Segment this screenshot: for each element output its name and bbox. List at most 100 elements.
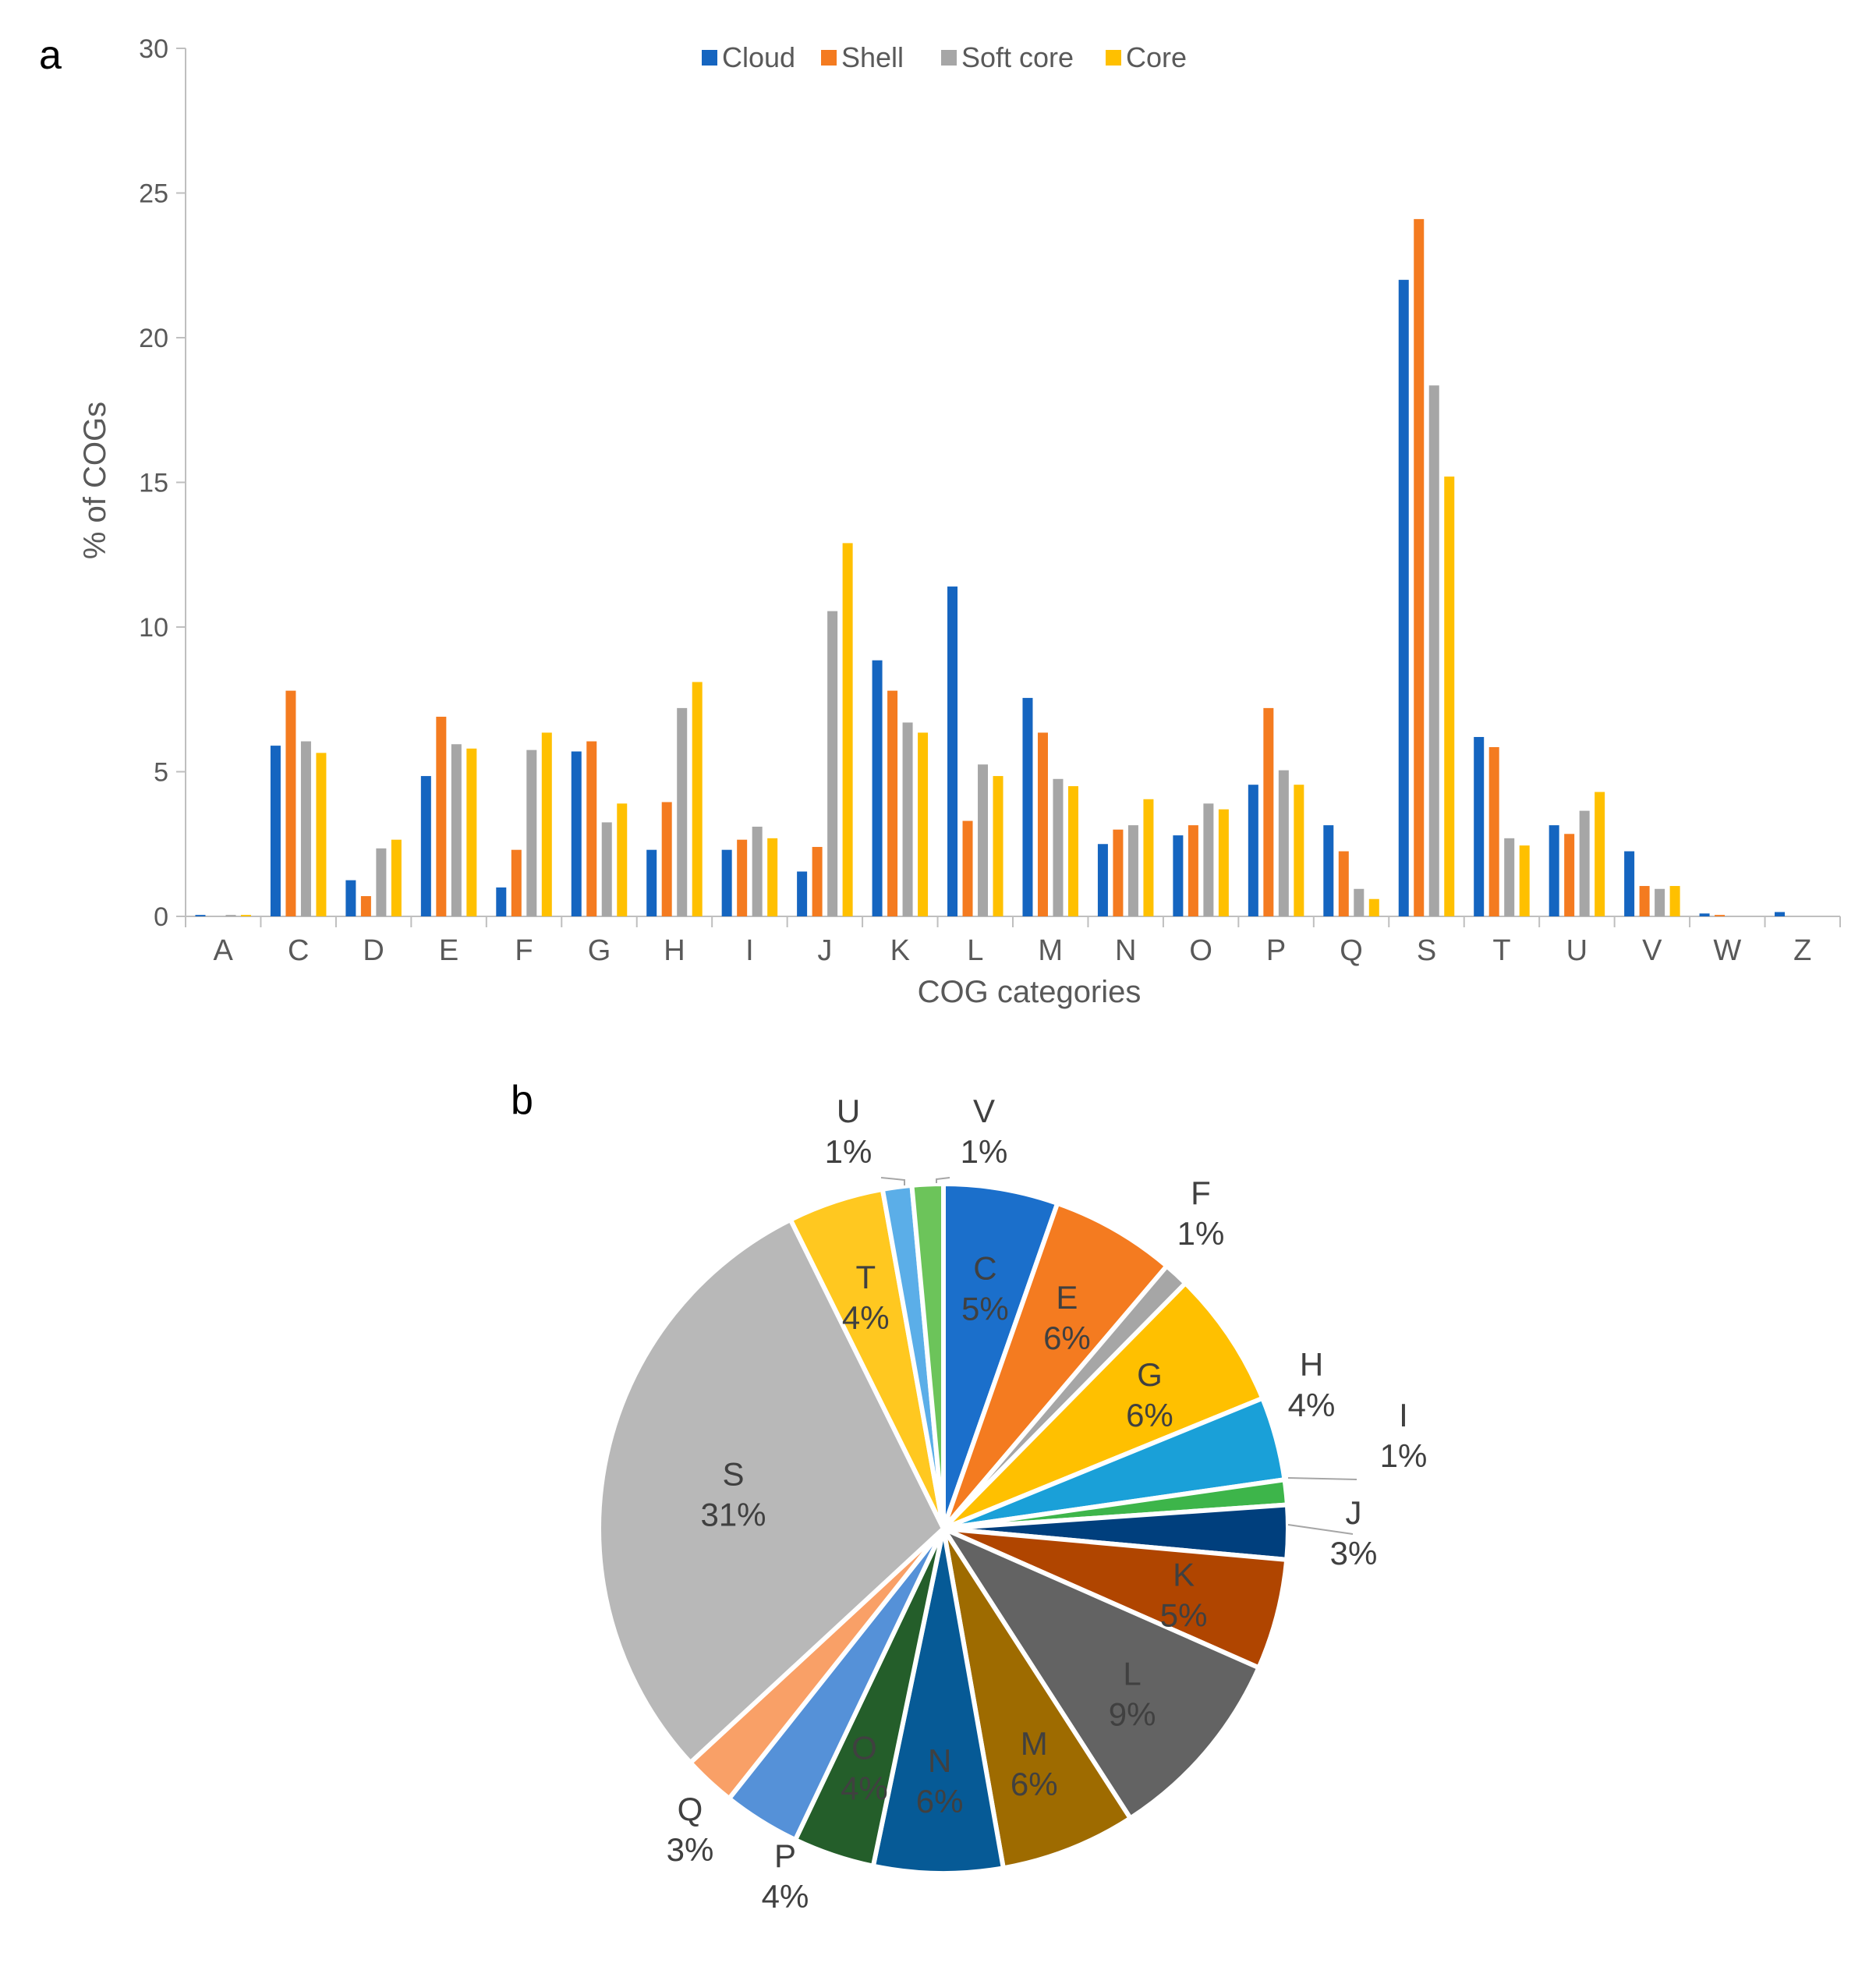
- slice-category-label: K: [1173, 1557, 1195, 1593]
- bar-legend: Cloud Shell Soft core Core: [702, 41, 1187, 73]
- x-tick-label: O: [1189, 934, 1212, 967]
- bar: [737, 839, 748, 916]
- bar: [1595, 792, 1605, 916]
- x-tick-label: V: [1642, 934, 1662, 967]
- y-tick-label: 30: [139, 34, 168, 64]
- legend-swatch: [821, 50, 837, 66]
- bar: [1188, 825, 1198, 916]
- slice-percent-label: 4%: [1288, 1387, 1336, 1423]
- slice-percent-label: 6%: [1126, 1397, 1173, 1433]
- bar: [1127, 825, 1138, 916]
- y-axis-title: % of COGs: [78, 402, 112, 559]
- slice-category-label: I: [1399, 1397, 1408, 1433]
- bar: [1639, 886, 1650, 916]
- bar: [1053, 778, 1064, 916]
- bar: [692, 682, 703, 916]
- bar: [752, 826, 763, 916]
- bar: [993, 776, 1003, 916]
- bar: [466, 748, 477, 916]
- slice-category-label: H: [1300, 1346, 1323, 1383]
- bar: [420, 776, 431, 916]
- bar: [1699, 913, 1710, 916]
- bar-chart: 0 5 10 15 20 25 30 A C D E F G H I J K L M N O P Q S T U V W Z Cloud…: [78, 34, 1841, 1009]
- slice-percent-label: 9%: [1109, 1696, 1156, 1733]
- x-tick-label: Q: [1340, 934, 1363, 967]
- slice-percent-label: 3%: [1330, 1535, 1378, 1571]
- slice-percent-label: 1%: [1177, 1215, 1225, 1252]
- bar: [1263, 707, 1274, 916]
- bar: [1203, 803, 1214, 916]
- bar: [300, 741, 311, 916]
- bar: [721, 849, 732, 916]
- bar-tick-labels: 0 5 10 15 20 25 30 A C D E F G H I J K L M N O P Q S T U V W Z: [139, 34, 1811, 967]
- bar: [240, 915, 251, 916]
- bar: [1067, 786, 1078, 916]
- bar: [1173, 835, 1184, 916]
- x-tick-label: K: [890, 934, 910, 967]
- bar: [316, 753, 327, 916]
- slice-category-label: E: [1056, 1279, 1078, 1316]
- bar: [1549, 825, 1559, 916]
- bar: [1488, 746, 1499, 916]
- slice-category-label: S: [722, 1455, 744, 1492]
- slice-percent-label: 5%: [961, 1290, 1009, 1327]
- slice-percent-label: 5%: [1160, 1597, 1208, 1634]
- bar: [1414, 218, 1425, 916]
- bar: [541, 732, 552, 916]
- slice-percent-label: 4%: [841, 1770, 888, 1807]
- bar: [496, 887, 507, 916]
- x-tick-label: L: [967, 934, 983, 967]
- bar: [391, 839, 402, 916]
- x-tick-label: P: [1266, 934, 1286, 967]
- legend-swatch: [702, 50, 717, 66]
- bar: [1143, 799, 1154, 916]
- bar: [812, 846, 823, 916]
- slice-percent-label: 6%: [1011, 1766, 1058, 1802]
- bar: [872, 660, 883, 916]
- bar: [1579, 810, 1590, 916]
- slice-category-label: L: [1123, 1656, 1141, 1692]
- panel-a-letter: a: [39, 33, 62, 78]
- bar: [1354, 888, 1365, 916]
- slice-category-label: O: [851, 1730, 877, 1766]
- bar: [360, 896, 371, 916]
- x-tick-label: I: [745, 934, 754, 967]
- slice-category-label: F: [1191, 1175, 1211, 1211]
- bar: [270, 746, 281, 916]
- bar: [902, 722, 913, 916]
- bar: [918, 732, 929, 916]
- leader-line: [1287, 1524, 1354, 1535]
- bar: [1113, 829, 1124, 916]
- bar: [1248, 785, 1258, 916]
- bar: [1037, 732, 1048, 916]
- leader-line: [936, 1177, 950, 1183]
- slice-category-label: U: [837, 1093, 860, 1129]
- legend-label: Core: [1126, 41, 1187, 73]
- bar: [947, 586, 958, 916]
- slice-category-label: Q: [678, 1791, 703, 1827]
- bar: [195, 915, 206, 916]
- bar: [1294, 785, 1304, 916]
- bar: [571, 751, 582, 916]
- bar: [1444, 477, 1455, 916]
- slice-category-label: P: [774, 1837, 796, 1874]
- slice-percent-label: 1%: [1380, 1437, 1428, 1474]
- bar: [1428, 385, 1439, 917]
- x-tick-label: D: [363, 934, 384, 967]
- legend-label: Cloud: [722, 41, 795, 73]
- legend-label: Shell: [841, 41, 904, 73]
- bar: [1655, 888, 1665, 916]
- x-tick-label: E: [439, 934, 458, 967]
- leader-line: [880, 1177, 905, 1185]
- pie-slice-g: [941, 1281, 1265, 1531]
- bar: [617, 803, 628, 916]
- y-tick-label: 0: [154, 902, 168, 932]
- slice-category-label: G: [1137, 1356, 1163, 1393]
- y-tick-label: 15: [139, 469, 168, 498]
- x-tick-label: C: [288, 934, 309, 967]
- bar: [827, 611, 838, 916]
- bar: [1474, 736, 1485, 916]
- bar: [285, 690, 296, 916]
- slice-percent-label: 1%: [825, 1133, 873, 1170]
